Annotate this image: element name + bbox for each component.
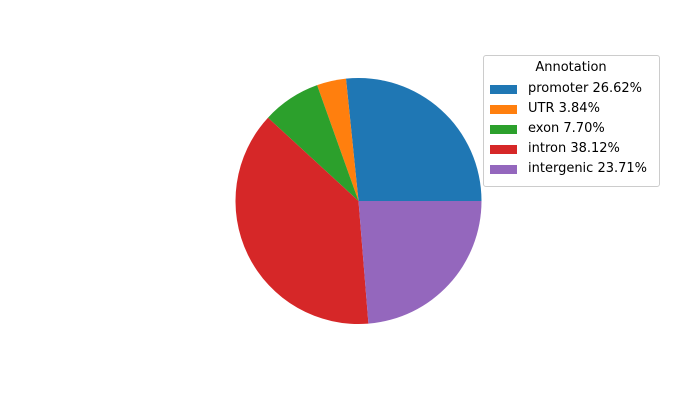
- pie-slice-promoter: [345, 78, 482, 201]
- legend-label-exon: exon 7.70%: [528, 121, 605, 136]
- pie-slice-exon: [267, 85, 359, 201]
- legend-box: Annotation promoter 26.62% UTR 3.84% exo…: [483, 55, 660, 187]
- legend-label-promoter: promoter 26.62%: [528, 81, 643, 96]
- legend-swatch-utr: [490, 104, 517, 114]
- legend-swatch-intergenic: [490, 164, 517, 174]
- legend-item-exon: exon 7.70%: [490, 119, 652, 139]
- pie-slice-intron: [235, 117, 369, 325]
- legend-item-promoter: promoter 26.62%: [490, 79, 652, 99]
- pie-slice-UTR: [317, 78, 359, 201]
- pie-slice-intergenic: [358, 201, 482, 324]
- legend-title: Annotation: [535, 60, 607, 75]
- legend-item-intron: intron 38.12%: [490, 139, 652, 159]
- legend-item-intergenic: intergenic 23.71%: [490, 159, 652, 179]
- legend-swatch-intron: [490, 144, 517, 154]
- legend-swatch-exon: [490, 124, 517, 134]
- legend-label-utr: UTR 3.84%: [528, 101, 600, 116]
- legend-label-intron: intron 38.12%: [528, 141, 620, 156]
- legend-label-intergenic: intergenic 23.71%: [528, 161, 648, 176]
- legend-swatch-promoter: [490, 84, 517, 94]
- legend-item-utr: UTR 3.84%: [490, 99, 652, 119]
